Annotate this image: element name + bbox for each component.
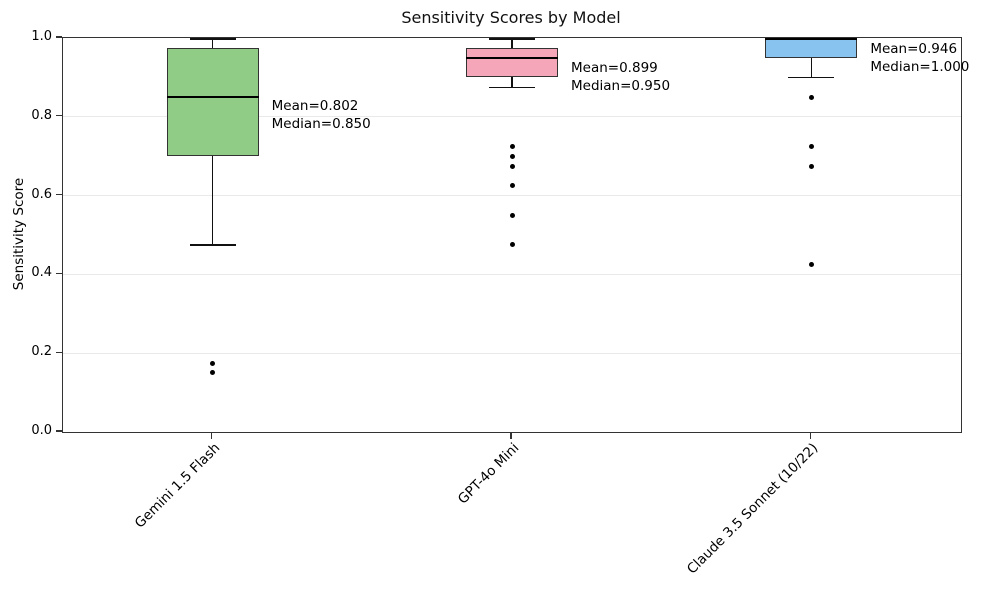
outlier-point <box>808 94 814 100</box>
gridline <box>63 352 961 354</box>
box-2 <box>466 47 558 78</box>
outlier-point <box>210 360 216 366</box>
whisker-cap-low <box>788 76 835 79</box>
whisker-upper <box>511 38 513 48</box>
y-tick-label: 0.8 <box>31 107 52 123</box>
box-3 <box>765 38 858 58</box>
x-tick-label: Claude 3.5 Sonnet (10/22) <box>684 440 822 578</box>
y-tick-label: 1.0 <box>31 29 52 44</box>
outlier-point <box>808 143 814 149</box>
whisker-cap-high <box>489 38 535 40</box>
y-tick-mark <box>56 430 62 432</box>
x-tick-label: GPT-4o Mini <box>454 440 523 508</box>
x-tick-mark <box>211 432 213 439</box>
gridline <box>63 195 961 197</box>
y-tick-mark <box>56 272 62 274</box>
outlier-point <box>509 183 515 189</box>
y-tick-mark <box>56 194 62 196</box>
outlier-point <box>509 242 515 248</box>
whisker-lower <box>511 77 513 88</box>
annotation-line: Median=0.950 <box>571 77 671 94</box>
outlier-point <box>509 143 515 149</box>
median-line <box>166 96 259 99</box>
annotation-line: Mean=0.946 <box>870 41 958 58</box>
x-tick-label: Gemini 1.5 Flash <box>131 440 223 532</box>
outlier-point <box>808 163 814 169</box>
annotation-line: Median=0.850 <box>271 116 371 132</box>
outlier-point <box>509 163 515 169</box>
outlier-point <box>509 212 515 218</box>
stats-annotation: Mean=0.946 Median=1.000 <box>870 40 969 76</box>
gridline <box>63 273 961 275</box>
y-tick-label: 0.0 <box>31 423 52 438</box>
whisker-cap-low <box>489 86 535 88</box>
annotation-line: Median=1.000 <box>870 59 970 76</box>
median-line <box>466 56 558 59</box>
plot-area <box>62 37 962 433</box>
annotation-line: Mean=0.899 <box>571 59 658 76</box>
whisker-lower <box>810 57 813 78</box>
y-tick-mark <box>56 351 62 353</box>
box-1 <box>166 47 259 157</box>
gridline <box>63 116 961 118</box>
stats-annotation: Mean=0.802 Median=0.850 <box>272 97 371 133</box>
y-tick-label: 0.6 <box>31 186 52 202</box>
outlier-point <box>808 262 814 268</box>
median-line <box>765 38 858 40</box>
annotation-line: Mean=0.802 <box>271 98 359 114</box>
y-tick-label: 0.4 <box>31 265 52 281</box>
outlier-point <box>509 153 515 159</box>
stats-annotation: Mean=0.899 Median=0.950 <box>571 59 670 95</box>
chart-title: Sensitivity Scores by Model <box>401 8 621 27</box>
y-axis-label: Sensitivity Score <box>11 177 27 291</box>
y-tick-mark <box>56 36 62 38</box>
outlier-point <box>210 370 216 376</box>
whisker-cap-high <box>189 38 236 40</box>
y-tick-mark <box>56 115 62 117</box>
x-tick-mark <box>809 432 811 439</box>
whisker-lower <box>211 156 214 245</box>
whisker-cap-low <box>189 244 236 246</box>
whisker-upper <box>211 38 214 48</box>
y-tick-label: 0.2 <box>31 344 52 360</box>
x-tick-mark <box>510 432 512 439</box>
